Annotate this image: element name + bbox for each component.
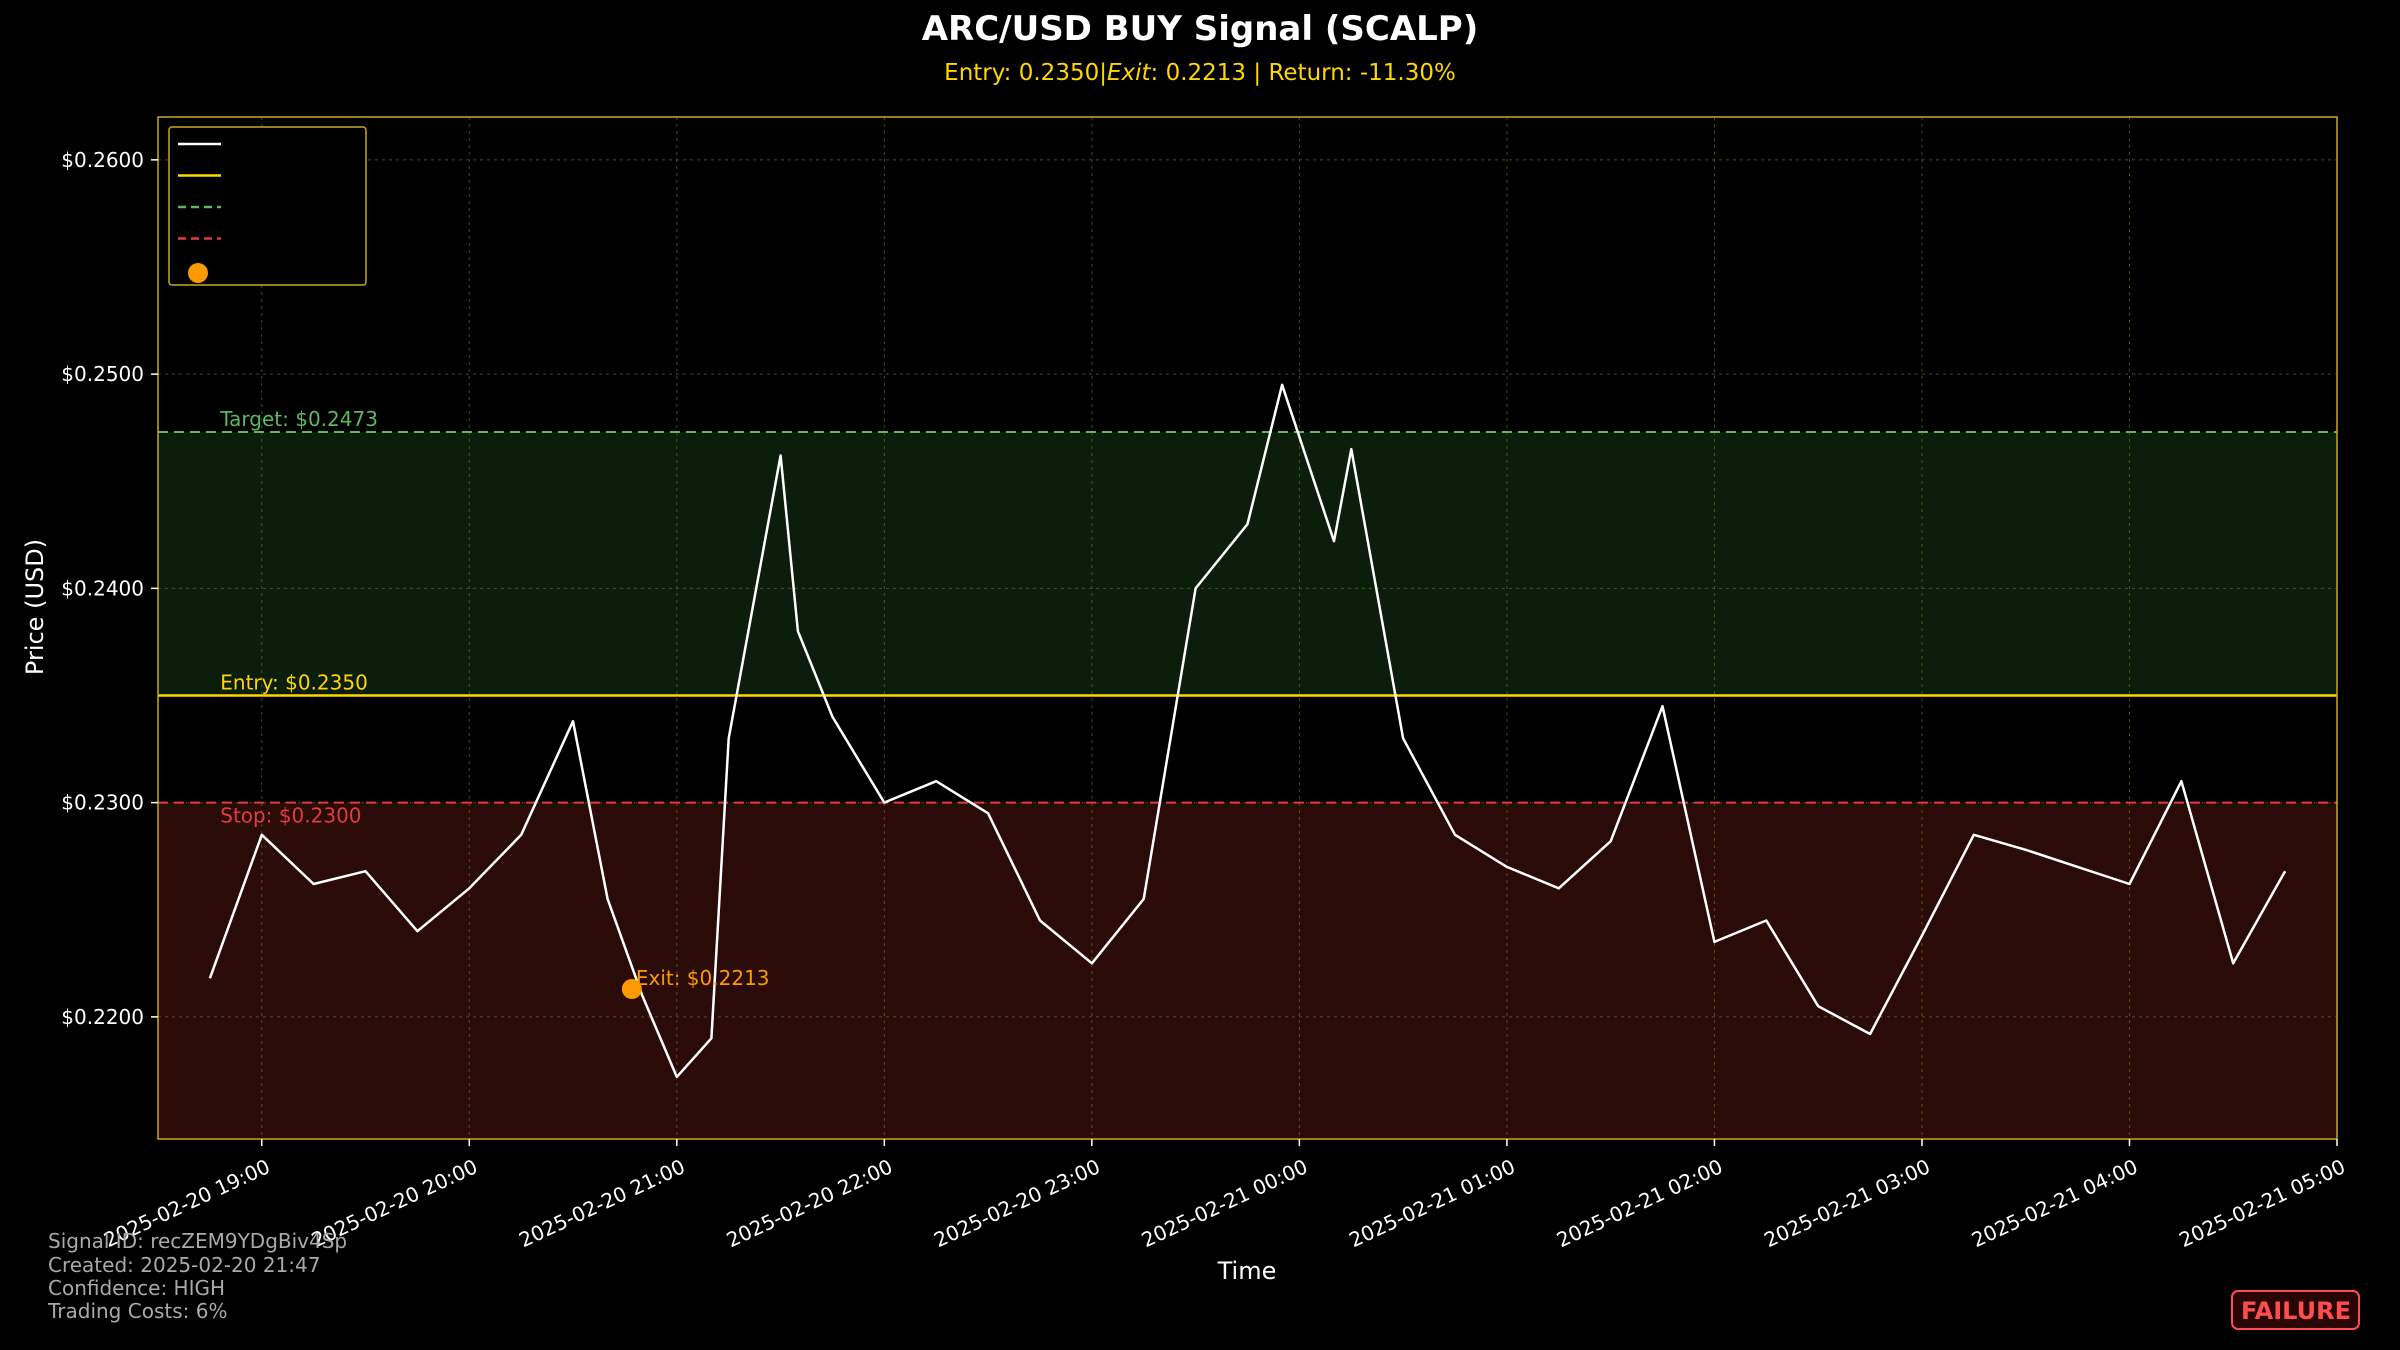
y-tick-label: $0.2500 bbox=[61, 362, 144, 386]
y-tick-label: $0.2600 bbox=[61, 148, 144, 172]
level-lines bbox=[158, 430, 2337, 804]
x-tick-label: 2025-02-21 02:00 bbox=[1553, 1154, 1726, 1252]
legend-exit-marker bbox=[188, 263, 208, 283]
x-tick-label: 2025-02-21 04:00 bbox=[1968, 1154, 2141, 1252]
signal-id: Signal ID: recZEM9YDgBiv4Sp bbox=[48, 1229, 347, 1253]
x-tick-label: 2025-02-21 05:00 bbox=[2175, 1154, 2348, 1252]
x-tick-label: 2025-02-20 23:00 bbox=[930, 1154, 1103, 1252]
chart-title: ARC/USD BUY Signal (SCALP) bbox=[922, 9, 1479, 49]
price-zones bbox=[158, 431, 2337, 1139]
y-tick-label: $0.2400 bbox=[61, 576, 144, 600]
entry-label: Entry: $0.2350 bbox=[220, 670, 368, 694]
level-labels: Target: $0.2473 Entry: $0.2350 Stop: $0.… bbox=[219, 407, 378, 828]
x-tick-label: 2025-02-21 03:00 bbox=[1760, 1154, 1933, 1252]
subtitle-return: | Return: -11.30% bbox=[1246, 60, 1456, 86]
confidence-level: Confidence: HIGH bbox=[48, 1276, 225, 1300]
status-badge-box bbox=[2231, 1290, 2360, 1330]
y-axis-ticks: $0.2200 $0.2300 $0.2400 $0.2500 $0.2600 bbox=[61, 148, 158, 1029]
exit-label: Exit: $0.2213 bbox=[636, 966, 770, 990]
y-axis-label: Price (USD) bbox=[21, 539, 49, 675]
x-axis-label: Time bbox=[1217, 1257, 1277, 1285]
x-axis-ticks: 2025-02-20 19:00 2025-02-20 20:00 2025-02-… bbox=[100, 1139, 2349, 1252]
stop-zone bbox=[158, 802, 2337, 1139]
legend bbox=[168, 126, 367, 286]
y-tick-label: $0.2200 bbox=[61, 1005, 144, 1029]
subtitle-entry: Entry: 0.2350| bbox=[944, 60, 1107, 86]
signal-info: Signal ID: recZEM9YDgBiv4Sp Created: 202… bbox=[47, 1229, 347, 1323]
plot-frame bbox=[157, 116, 2338, 1140]
subtitle-exit-value: : 0.2213 bbox=[1151, 60, 1247, 86]
x-tick-label: 2025-02-21 00:00 bbox=[1138, 1154, 1311, 1252]
trading-costs: Trading Costs: 6% bbox=[47, 1299, 227, 1323]
x-tick-label: 2025-02-20 22:00 bbox=[723, 1154, 896, 1252]
price-series-line bbox=[208, 383, 2287, 1079]
stop-label: Stop: $0.2300 bbox=[220, 804, 361, 828]
status-badge-label: FAILURE bbox=[2241, 1297, 2351, 1325]
status-badge: FAILURE bbox=[2231, 1290, 2360, 1330]
y-tick-label: $0.2300 bbox=[61, 791, 144, 815]
created-timestamp: Created: 2025-02-20 21:47 bbox=[48, 1253, 320, 1277]
x-tick-label: 2025-02-21 01:00 bbox=[1345, 1154, 1518, 1252]
chart-subtitle: Entry: 0.2350|Exit: 0.2213 | Return: -11… bbox=[944, 60, 1456, 86]
target-label: Target: $0.2473 bbox=[219, 407, 378, 431]
subtitle-exit-label: Exit bbox=[1107, 60, 1152, 86]
x-tick-label: 2025-02-20 21:00 bbox=[515, 1154, 688, 1252]
target-zone bbox=[158, 431, 2337, 696]
exit-point bbox=[621, 979, 642, 1000]
legend-box bbox=[168, 126, 367, 286]
